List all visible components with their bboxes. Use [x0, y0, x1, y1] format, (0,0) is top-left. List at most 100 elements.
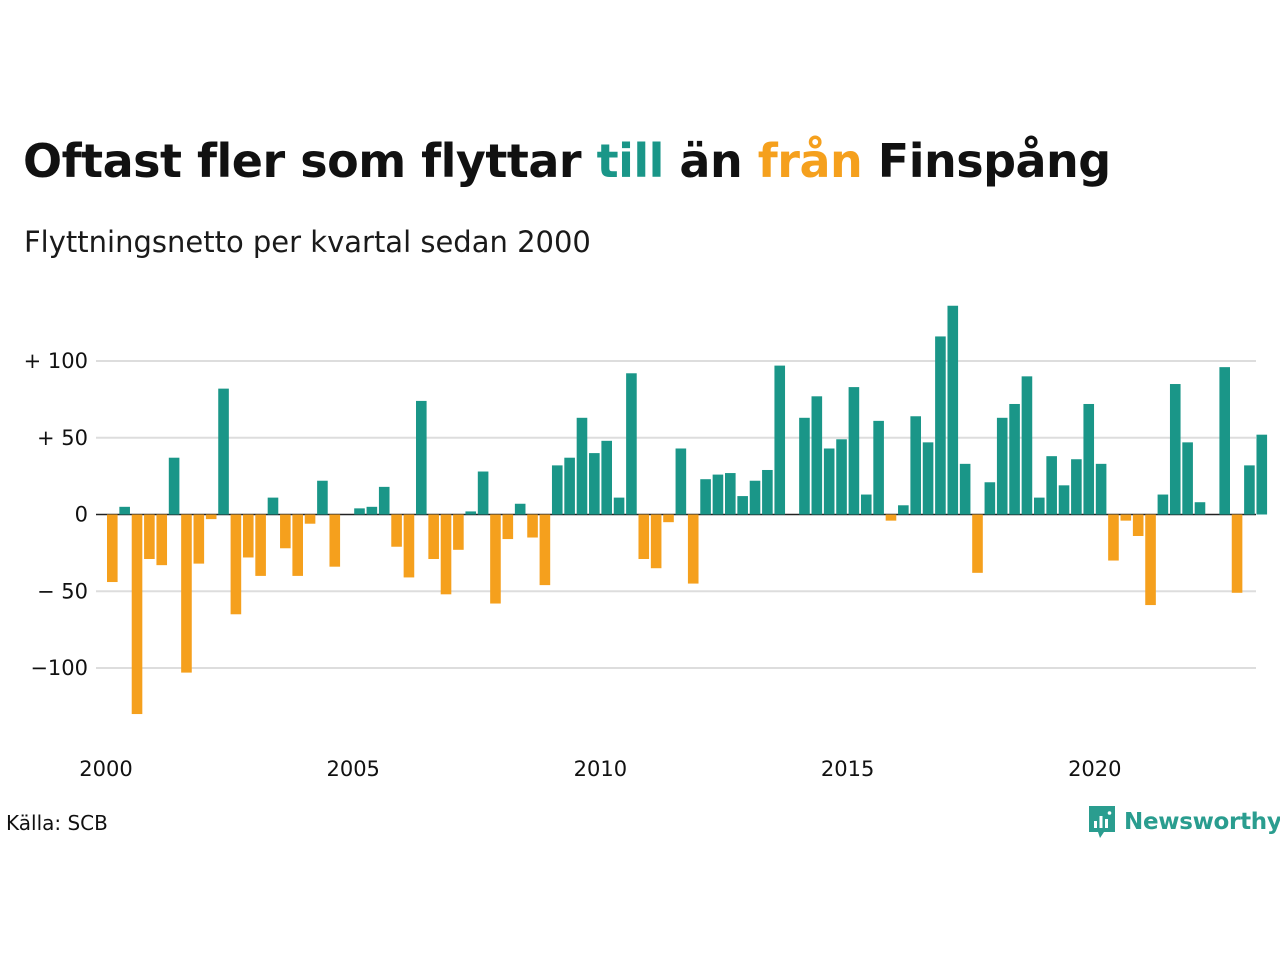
bar-2013-Q1	[749, 480, 761, 515]
bar-2023-Q1	[1244, 465, 1255, 515]
bar-2009-Q1	[551, 465, 563, 515]
bar-2009-Q3	[576, 417, 588, 515]
bar-2001-Q4	[193, 514, 205, 564]
bar-2017-Q4	[984, 482, 996, 515]
bar-2003-Q3	[280, 514, 291, 549]
y-tick-label: −100	[30, 656, 88, 680]
y-tick-label: + 50	[37, 426, 88, 450]
bar-2021-Q3	[1169, 384, 1181, 515]
bar-2020-Q1	[1095, 463, 1107, 515]
bar-2009-Q4	[589, 453, 600, 515]
x-tick-label: 2010	[574, 757, 627, 781]
bar-2003-Q4	[292, 514, 303, 576]
title-part: från	[757, 134, 863, 188]
title-part: än	[663, 134, 758, 188]
x-tick-label: 2000	[79, 757, 132, 781]
chart-title: Oftast fler som flyttar till än från Fin…	[23, 128, 1111, 194]
bar-2017-Q2	[959, 463, 971, 515]
y-tick-label: 0	[75, 503, 88, 527]
bar-2008-Q3	[527, 514, 538, 538]
bar-2000-Q2	[119, 506, 130, 515]
bar-2013-Q2	[762, 469, 773, 515]
bar-2006-Q1	[403, 514, 415, 578]
bar-2017-Q3	[972, 514, 983, 573]
bar-2002-Q1	[205, 514, 217, 520]
bar-2011-Q1	[650, 514, 662, 569]
bar-2005-Q2	[366, 506, 378, 515]
bar-2005-Q1	[354, 508, 365, 515]
bar-2016-Q2	[910, 416, 921, 515]
bar-2002-Q3	[230, 514, 242, 615]
bar-2000-Q3	[131, 514, 143, 715]
bar-2012-Q1	[700, 479, 711, 515]
bar-2002-Q2	[218, 388, 229, 515]
bar-2018-Q4	[1034, 497, 1045, 515]
chart-subtitle: Flyttningsnetto per kvartal sedan 2000	[24, 225, 591, 259]
bar-2014-Q3	[823, 448, 835, 515]
bar-2012-Q2	[712, 474, 724, 515]
bar-2003-Q1	[255, 514, 266, 576]
bar-2013-Q3	[774, 365, 786, 515]
brand-name: Newsworthy	[1124, 809, 1280, 835]
bar-2010-Q3	[626, 373, 637, 515]
bar-2016-Q4	[935, 336, 946, 515]
bar-2008-Q1	[502, 514, 514, 540]
bar-2015-Q3	[873, 420, 884, 515]
bar-2020-Q3	[1120, 514, 1132, 521]
bar-2004-Q2	[317, 480, 328, 515]
bar-2015-Q1	[848, 387, 860, 515]
x-axis-ticks: 2000 2005 2010 2015 2020	[79, 757, 1121, 781]
bar-2018-Q3	[1021, 376, 1033, 515]
bar-2022-Q3	[1219, 367, 1230, 515]
bar-2004-Q1	[304, 514, 316, 524]
bar-2008-Q2	[514, 503, 526, 515]
bar-2009-Q2	[564, 457, 575, 515]
y-axis-ticks: + 100 + 50 0 − 50 −100	[24, 349, 88, 680]
bar-2005-Q3	[378, 486, 390, 515]
bar-2012-Q4	[737, 496, 748, 515]
bar-2006-Q2	[416, 400, 427, 515]
bar-2006-Q3	[428, 514, 439, 560]
bar-chart: + 100 + 50 0 − 50 −100 2000 2005 2010 2015 2020	[24, 305, 1268, 781]
title-part: Oftast fler som flyttar	[23, 134, 597, 188]
bar-2019-Q3	[1071, 459, 1082, 515]
bar-2014-Q1	[799, 417, 810, 515]
bar-2021-Q2	[1157, 494, 1169, 515]
bar-2015-Q4	[885, 514, 897, 521]
bar-2003-Q2	[267, 497, 279, 515]
bar-2001-Q1	[156, 514, 168, 566]
bar-2007-Q2	[465, 511, 477, 515]
bar-2021-Q4	[1182, 442, 1193, 515]
title-part: till	[596, 134, 665, 188]
y-tick-label: + 100	[24, 349, 88, 373]
bar-2015-Q2	[860, 494, 872, 515]
bar-2011-Q3	[675, 448, 687, 515]
bar-2017-Q1	[947, 305, 959, 515]
bar-2010-Q4	[638, 514, 650, 560]
bar-2020-Q4	[1132, 514, 1144, 536]
source-note: Källa: SCB	[6, 811, 108, 835]
chart-bubble-icon	[1089, 806, 1115, 838]
bar-2014-Q2	[811, 396, 823, 515]
bar-2007-Q4	[490, 514, 501, 604]
bar-2018-Q2	[1009, 403, 1020, 515]
bar-2007-Q3	[477, 471, 489, 515]
bar-2014-Q4	[836, 439, 847, 515]
bars	[107, 305, 1268, 715]
bar-2001-Q2	[168, 457, 180, 515]
bar-2019-Q4	[1083, 403, 1095, 515]
bar-2011-Q4	[687, 514, 699, 584]
bar-2016-Q1	[898, 505, 909, 515]
bar-2019-Q2	[1058, 485, 1070, 515]
title-part: Finspång	[862, 134, 1111, 188]
bar-2011-Q2	[663, 514, 674, 523]
bar-2002-Q4	[242, 514, 254, 558]
bar-2022-Q4	[1231, 514, 1243, 593]
bar-2023-Q2	[1256, 434, 1268, 515]
bar-2010-Q1	[601, 440, 612, 515]
bar-2008-Q4	[539, 514, 551, 586]
bar-2012-Q3	[725, 473, 736, 515]
y-tick-label: − 50	[37, 579, 88, 603]
bar-2016-Q3	[922, 442, 934, 515]
newsworthy-logo: Newsworthy	[1088, 804, 1280, 840]
